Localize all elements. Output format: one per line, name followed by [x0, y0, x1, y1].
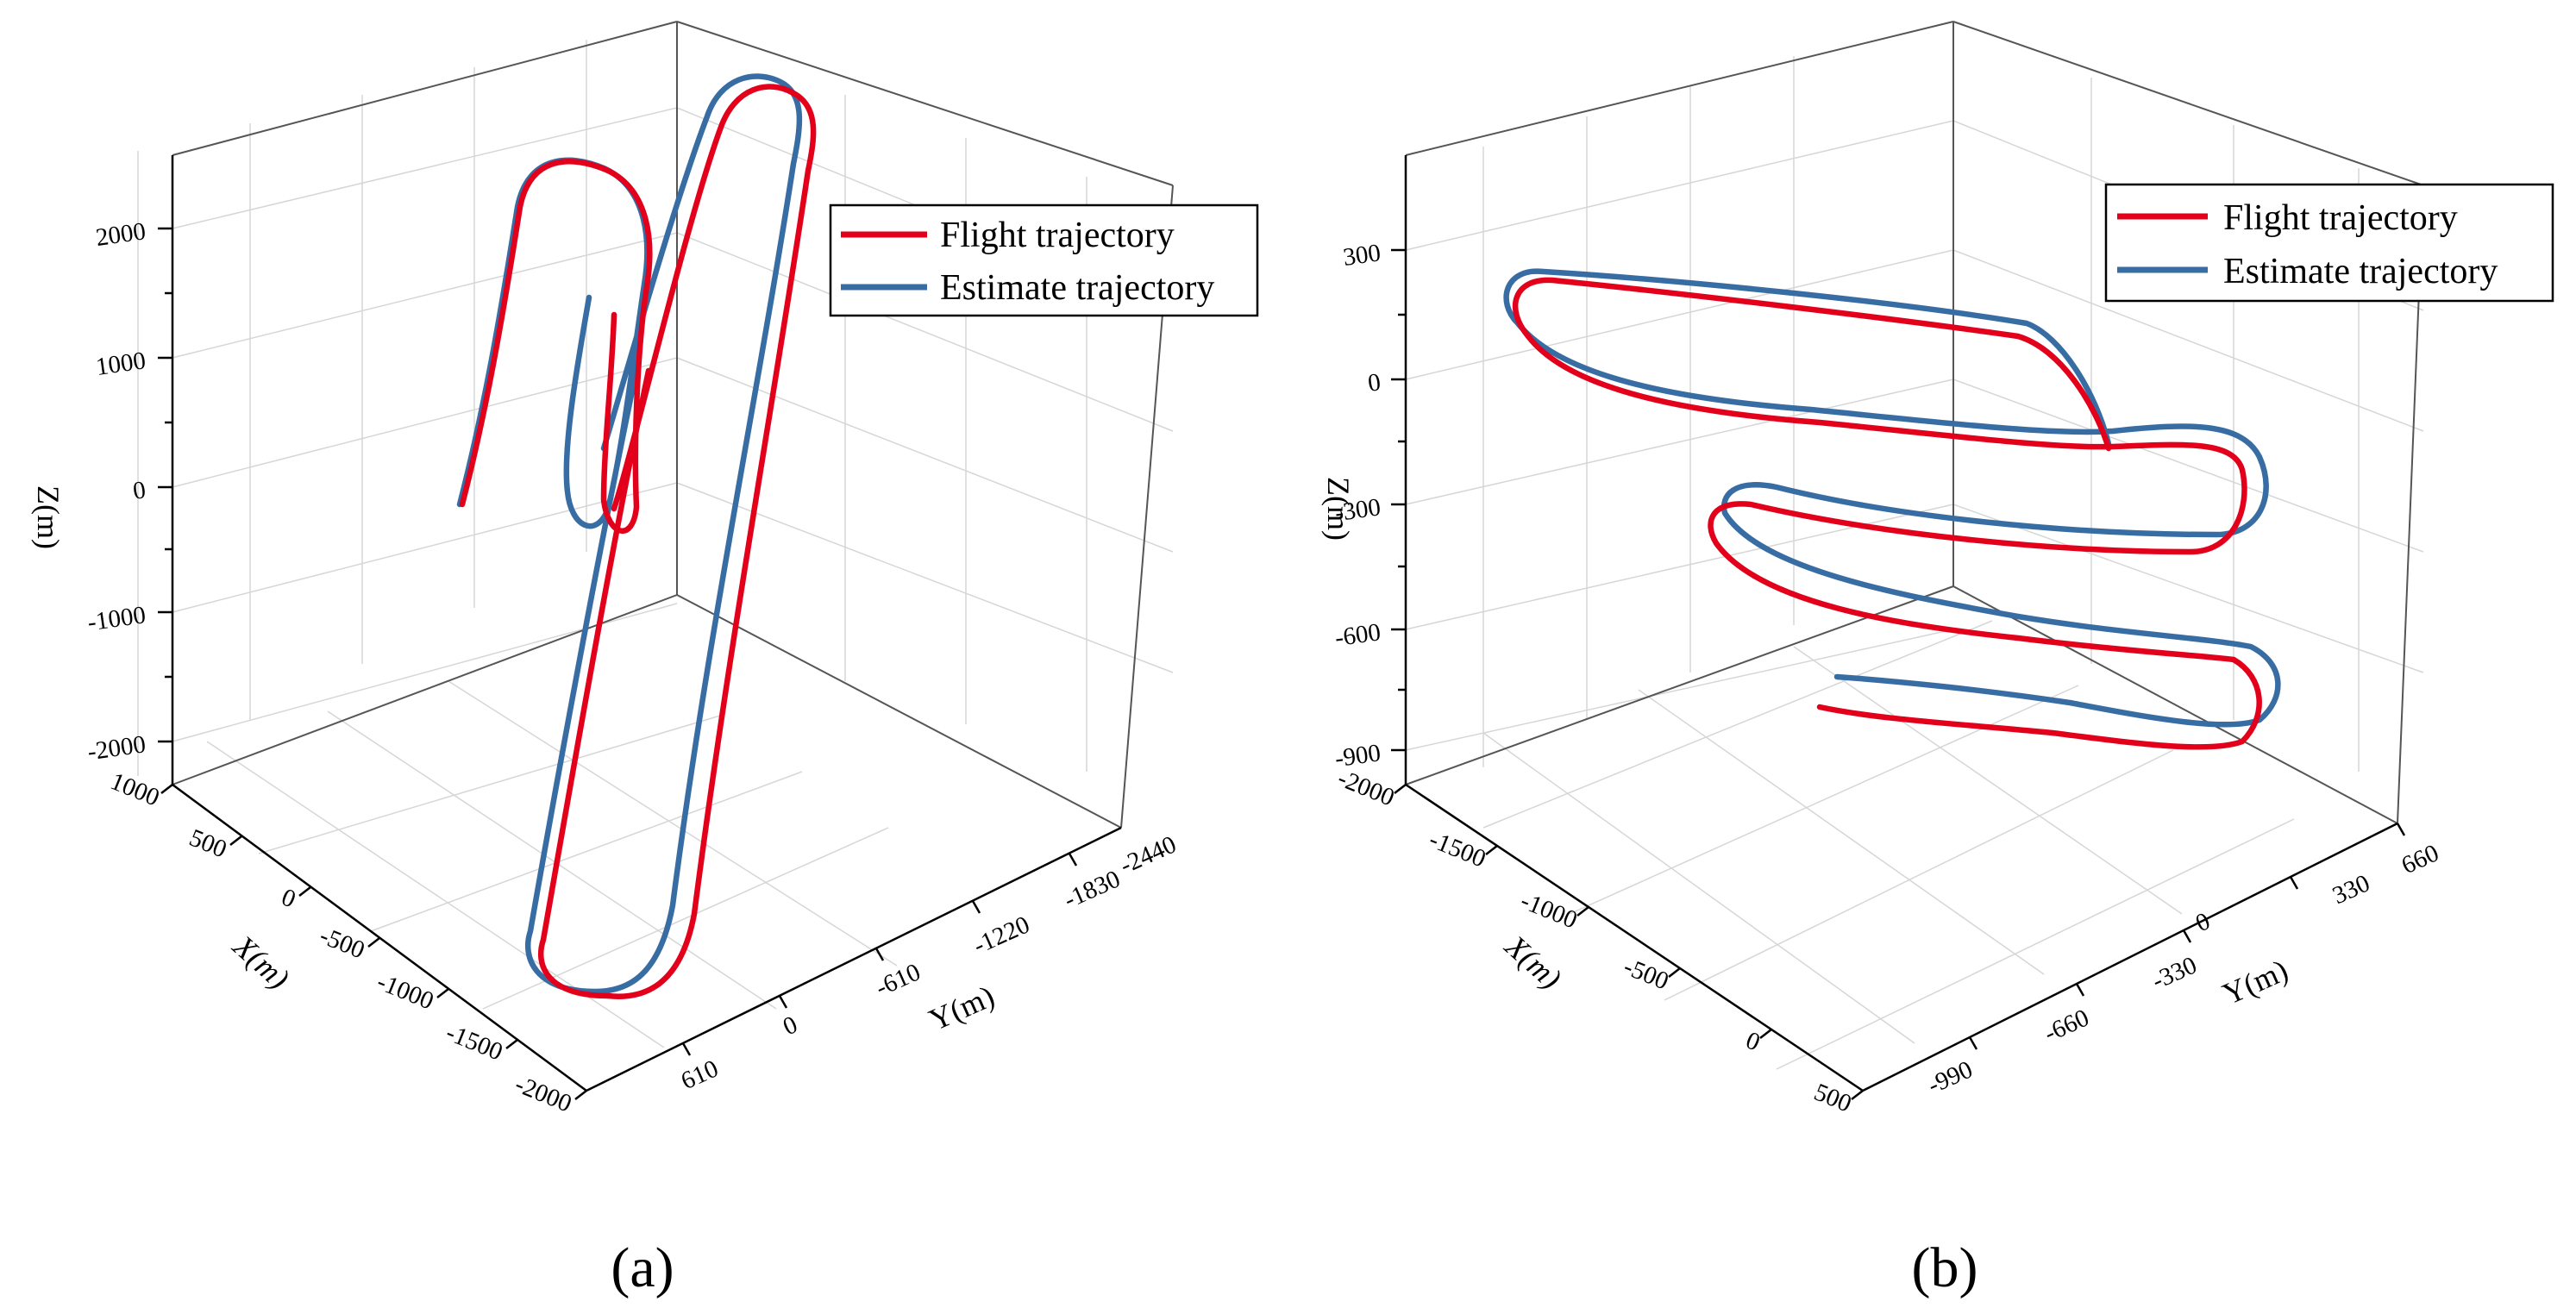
panel-a-legend-estimate-label: Estimate trajectory [940, 268, 1214, 308]
panel-b-x-tick-5: 500 [1810, 1079, 1855, 1118]
panel-b-y-axis-label: Y(m) [2217, 953, 2293, 1011]
panel-b-z-axis-label: Z(m) [1321, 477, 1356, 541]
panel-a-x-tick-4: -1000 [373, 967, 438, 1015]
panel-a-z-axis-label: Z(m) [31, 485, 66, 549]
panel-b-x-tick-4: 0 [1742, 1026, 1764, 1056]
panel-a-x-axis: 1000 500 0 -500 -1000 -1500 -2000 X(m) [107, 767, 587, 1117]
panel-b-gridlines [1405, 56, 2424, 1070]
panel-a-z-tick-1: 1000 [94, 347, 147, 381]
panel-a-flight-trajectory-line [459, 84, 817, 999]
panel-a-y-axis-label: Y(m) [924, 979, 1000, 1037]
panel-b-x-axis-label: X(m) [1497, 928, 1568, 996]
panel-b-x-tick-0: -2000 [1334, 764, 1399, 811]
panel-b-y-tick-3: 0 [2191, 907, 2214, 937]
panel-a-x-tick-3: -500 [316, 922, 368, 965]
panel-a-legend-flight-label: Flight trajectory [940, 216, 1175, 255]
panel-b-x-tick-2: -1000 [1517, 886, 1582, 934]
panel-a: 2000 1000 0 -1000 -2000 Z(m) 1000 500 0 … [31, 21, 1259, 1299]
panel-a-x-tick-1: 500 [185, 824, 230, 864]
panel-b-y-tick-2: -330 [2148, 951, 2202, 995]
panel-b-z-tick-4: -900 [1333, 739, 1382, 773]
panel-b: 300 0 -300 -600 -900 Z(m) -2000 -1500 -1… [1321, 21, 2554, 1299]
panel-b-x-tick-1: -1500 [1426, 825, 1490, 873]
panel-b-y-tick-1: -660 [2040, 1004, 2094, 1048]
panel-b-y-tick-0: -990 [1924, 1055, 1977, 1099]
panel-a-y-tick-1: 0 [779, 1011, 801, 1041]
panel-b-z-tick-1: 0 [1366, 368, 1382, 397]
panel-a-y-tick-0: 610 [677, 1054, 723, 1095]
panel-a-y-tick-2: -610 [872, 958, 925, 1002]
panel-b-caption: (b) [1912, 1236, 1978, 1299]
panel-a-x-tick-0: 1000 [107, 767, 164, 811]
panel-a-x-tick-6: -2000 [511, 1070, 576, 1117]
panel-b-legend: Flight trajectory Estimate trajectory [2104, 183, 2554, 303]
panel-b-z-tick-3: -600 [1333, 618, 1382, 652]
panel-a-y-tick-3: -1220 [969, 910, 1034, 960]
panel-a-z-axis: 2000 1000 0 -1000 -2000 Z(m) [31, 155, 174, 785]
panel-b-y-tick-5: 660 [2397, 839, 2443, 879]
panel-b-flight-trajectory-line [1513, 277, 2262, 750]
panel-a-y-tick-5: -2440 [1116, 830, 1181, 879]
panel-b-estimate-trajectory-line [1503, 268, 2281, 728]
panel-a-x-axis-label: X(m) [225, 928, 296, 996]
panel-b-z-tick-0: 300 [1341, 239, 1382, 272]
panel-b-x-axis: -2000 -1500 -1000 -500 0 500 X(m) [1334, 764, 1864, 1118]
panel-a-y-tick-4: -1830 [1060, 865, 1125, 914]
panel-b-legend-flight-label: Flight trajectory [2223, 198, 2458, 238]
panel-b-y-tick-4: 330 [2328, 869, 2374, 910]
panel-a-caption: (a) [611, 1236, 674, 1299]
panel-b-z-tick-2: -300 [1333, 493, 1382, 527]
panel-a-x-tick-2: 0 [278, 883, 299, 913]
panel-a-legend: Flight trajectory Estimate trajectory [829, 203, 1259, 317]
panel-b-y-axis: -990 -660 -330 0 330 660 Y(m) [1862, 822, 2443, 1099]
panel-a-z-tick-2: 0 [131, 476, 147, 505]
panel-b-z-axis: 300 0 -300 -600 -900 Z(m) [1321, 155, 1407, 785]
panel-a-z-tick-0: 2000 [94, 217, 147, 252]
panel-b-legend-estimate-label: Estimate trajectory [2223, 252, 2498, 291]
panel-a-box-frame [172, 21, 1174, 829]
